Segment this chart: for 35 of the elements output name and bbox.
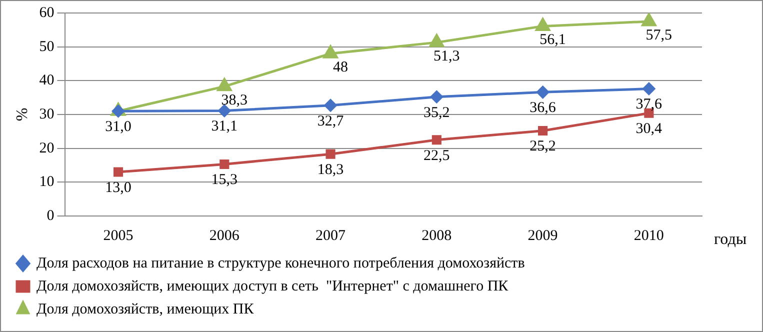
data-label: 18,3 [317, 162, 344, 178]
x-tick-label: 2005 [103, 228, 134, 244]
data-label: 13,0 [105, 180, 132, 196]
data-label: 36,6 [530, 100, 556, 116]
data-label: 57,5 [646, 27, 672, 44]
x-tick-label: 2008 [422, 228, 452, 244]
data-label: 38,3 [221, 92, 248, 108]
y-tick-label: 20 [39, 140, 54, 156]
data-label: 31,1 [211, 118, 238, 135]
data-label: 35,2 [424, 104, 450, 121]
x-axis-title: годы [714, 231, 747, 248]
data-label: 51,3 [434, 48, 460, 64]
data-label: 37,6 [636, 96, 663, 113]
data-label: 32,7 [317, 113, 344, 130]
y-tick-label: 30 [39, 106, 54, 122]
data-label: 22,5 [424, 148, 450, 164]
y-tick-label: 10 [39, 174, 54, 190]
legend-label: Доля расходов на питание в структуре конечного потребления домохозяйств [36, 255, 525, 272]
data-label: 56,1 [540, 32, 566, 48]
legend-label: Доля домохозяйств, имеющих доступ в сеть "Интернет" с домашнего ПК [36, 278, 510, 294]
x-tick-label: 2007 [316, 228, 346, 244]
y-tick-label: 50 [39, 38, 54, 55]
y-tick-label: 0 [46, 208, 54, 224]
legend-label: Доля домохозяйств, имеющих ПК [36, 301, 255, 318]
y-axis-title: % [14, 108, 31, 122]
data-label: 15,3 [211, 172, 238, 188]
x-tick-label: 2010 [634, 228, 664, 244]
x-tick-label: 2006 [209, 228, 240, 244]
data-label: 48 [333, 60, 348, 76]
data-label: 31,0 [105, 119, 132, 136]
y-tick-label: 60 [39, 4, 54, 21]
data-label: 25,2 [530, 138, 556, 155]
x-tick-label: 2009 [528, 228, 558, 244]
y-tick-label: 40 [39, 72, 54, 89]
data-label: 30,4 [636, 121, 663, 138]
